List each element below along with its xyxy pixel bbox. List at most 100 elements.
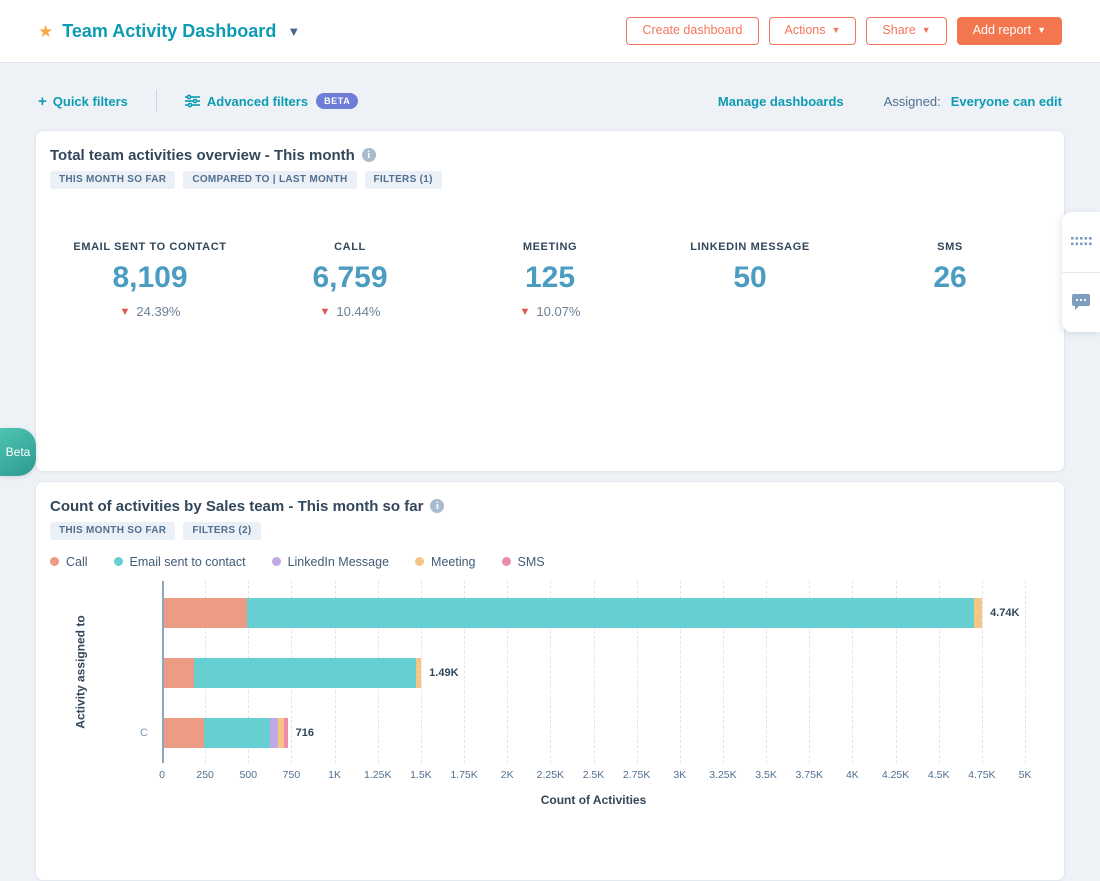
filter-badge: COMPARED TO | LAST MONTH — [183, 171, 357, 189]
x-tick-label: 500 — [239, 769, 258, 781]
add-report-label: Add report — [972, 23, 1032, 38]
share-button[interactable]: Share ▼ — [866, 17, 947, 45]
bar-segment-meeting[interactable] — [278, 718, 284, 748]
overview-title-row: Total team activities overview - This mo… — [50, 145, 1050, 165]
bar-segment-call[interactable] — [164, 598, 247, 628]
share-label: Share — [882, 23, 916, 38]
plus-icon: + — [38, 92, 47, 110]
bar-total-label: 4.74K — [990, 607, 1020, 619]
triangle-down-icon: ▼ — [519, 305, 531, 318]
kpi-call: CALL 6,759 ▼ 10.44% — [250, 241, 450, 319]
stacked-bar[interactable] — [164, 658, 422, 688]
y-category-labels: C — [108, 581, 148, 763]
advanced-filters-button[interactable]: Advanced filters BETA — [184, 93, 359, 109]
bar-segment-email-sent-to-contact[interactable] — [246, 598, 975, 628]
legend-dot-icon — [113, 557, 123, 566]
info-icon[interactable]: i — [361, 148, 376, 162]
x-tick-label: 250 — [196, 769, 214, 781]
x-tick-label: 3.75K — [795, 769, 823, 781]
dashboard-title-group[interactable]: ★ Team Activity Dashboard ▼ — [38, 21, 300, 42]
title-chevron-down-icon[interactable]: ▼ — [287, 23, 301, 39]
beta-tab-label: Beta — [5, 445, 31, 459]
bar-segment-meeting[interactable] — [974, 598, 983, 628]
quick-filters-button[interactable]: + Quick filters — [38, 93, 128, 110]
apps-grid-button[interactable] — [1062, 212, 1100, 272]
kpi-label: EMAIL SENT TO CONTACT — [73, 241, 227, 253]
kpi-label: LINKEDIN MESSAGE — [690, 241, 810, 253]
add-report-button[interactable]: Add report ▼ — [956, 17, 1062, 45]
gridline — [593, 581, 595, 763]
y-axis-title-box: Activity assigned to — [66, 581, 96, 763]
kpi-label: CALL — [334, 241, 366, 253]
beta-feedback-tab[interactable]: Beta — [0, 428, 36, 476]
legend-dot-icon — [271, 557, 281, 566]
assigned-value-link[interactable]: Everyone can edit — [950, 93, 1062, 109]
x-tick-label: 2K — [500, 769, 514, 781]
bar-segment-call[interactable] — [164, 658, 195, 688]
x-tick-label: 2.25K — [536, 769, 565, 781]
legend-item-meeting[interactable]: Meeting — [415, 555, 476, 569]
chart-legend: Call Email sent to contact LinkedIn Messag… — [50, 554, 1050, 569]
bar-segment-sms[interactable] — [283, 718, 288, 748]
overview-report-card: Total team activities overview - This mo… — [35, 130, 1065, 472]
x-tick-label: 4.75K — [968, 769, 996, 781]
legend-label: LinkedIn Message — [287, 554, 390, 569]
kpi-value: 26 — [933, 261, 967, 294]
gridline — [636, 581, 638, 763]
manage-dashboards-link[interactable]: Manage dashboards — [717, 93, 844, 109]
favorite-star-icon[interactable]: ★ — [38, 21, 54, 41]
x-tick-label: 2.5K — [582, 769, 605, 781]
kpi-linkedin-message: LINKEDIN MESSAGE 50 — [650, 241, 850, 319]
activities-title-row: Count of activities by Sales team - This… — [50, 496, 1050, 516]
stacked-bar[interactable] — [164, 598, 983, 628]
x-axis-title: Count of Activities — [540, 793, 647, 807]
beta-badge: BETA — [316, 93, 359, 109]
legend-item-call[interactable]: Call — [50, 555, 88, 569]
info-icon[interactable]: i — [430, 499, 445, 513]
actions-button[interactable]: Actions ▼ — [768, 17, 857, 45]
gridline — [420, 581, 422, 763]
y-category-label — [108, 598, 148, 628]
legend-item-linkedin-message[interactable]: LinkedIn Message — [271, 554, 390, 569]
bar-segment-meeting[interactable] — [416, 658, 422, 688]
gridline — [507, 581, 509, 763]
y-axis-line — [162, 581, 164, 763]
bar-segment-email-sent-to-contact[interactable] — [194, 658, 417, 688]
quick-filters-label: Quick filters — [52, 93, 128, 109]
kpi-sms: SMS 26 — [850, 241, 1050, 319]
assigned-label: Assigned: — [883, 93, 941, 109]
kpi-label: MEETING — [522, 241, 578, 253]
filter-badge: FILTERS (1) — [364, 171, 442, 189]
legend-dot-icon — [415, 557, 425, 566]
activities-report-title: Count of activities by Sales team - This… — [50, 497, 424, 515]
activities-report-card: Count of activities by Sales team - This… — [35, 481, 1065, 881]
x-tick-label: 3K — [673, 769, 687, 781]
triangle-down-icon: ▼ — [319, 305, 331, 318]
top-bar: ★ Team Activity Dashboard ▼ Create dashb… — [0, 0, 1100, 63]
gridline — [1025, 581, 1026, 763]
kpi-value: 8,109 — [112, 261, 188, 294]
kpi-delta: ▼ 10.07% — [450, 304, 650, 319]
bar-total-label: 1.49K — [429, 667, 459, 679]
bar-segment-call[interactable] — [164, 718, 205, 748]
legend-item-email-sent-to-contact[interactable]: Email sent to contact — [113, 555, 246, 569]
stacked-bar[interactable] — [164, 718, 288, 748]
x-tick-label: 1K — [328, 769, 342, 781]
gridline — [464, 581, 466, 763]
y-category-label — [108, 658, 148, 688]
legend-dot-icon — [501, 557, 511, 566]
create-dashboard-button[interactable]: Create dashboard — [626, 17, 759, 45]
bar-segment-email-sent-to-contact[interactable] — [204, 718, 271, 748]
legend-item-sms[interactable]: SMS — [501, 555, 545, 569]
kpi-meeting: MEETING 125 ▼ 10.07% — [450, 241, 650, 319]
kpi-email-sent-to-contact: EMAIL SENT TO CONTACT 8,109 ▼ 24.39% — [50, 241, 250, 319]
filter-badge: FILTERS (2) — [183, 522, 261, 540]
bar-segment-linkedin-message[interactable] — [270, 718, 279, 748]
chat-button[interactable] — [1062, 273, 1100, 333]
create-dashboard-label: Create dashboard — [642, 23, 743, 38]
kpi-delta: ▼ 24.39% — [50, 304, 250, 319]
filter-bar: + Quick filters Advanced filters BETA Ma… — [38, 88, 1062, 114]
gridline — [852, 581, 854, 763]
gridline — [981, 581, 983, 763]
filter-bar-right: Manage dashboards Assigned: Everyone can… — [718, 94, 1062, 109]
